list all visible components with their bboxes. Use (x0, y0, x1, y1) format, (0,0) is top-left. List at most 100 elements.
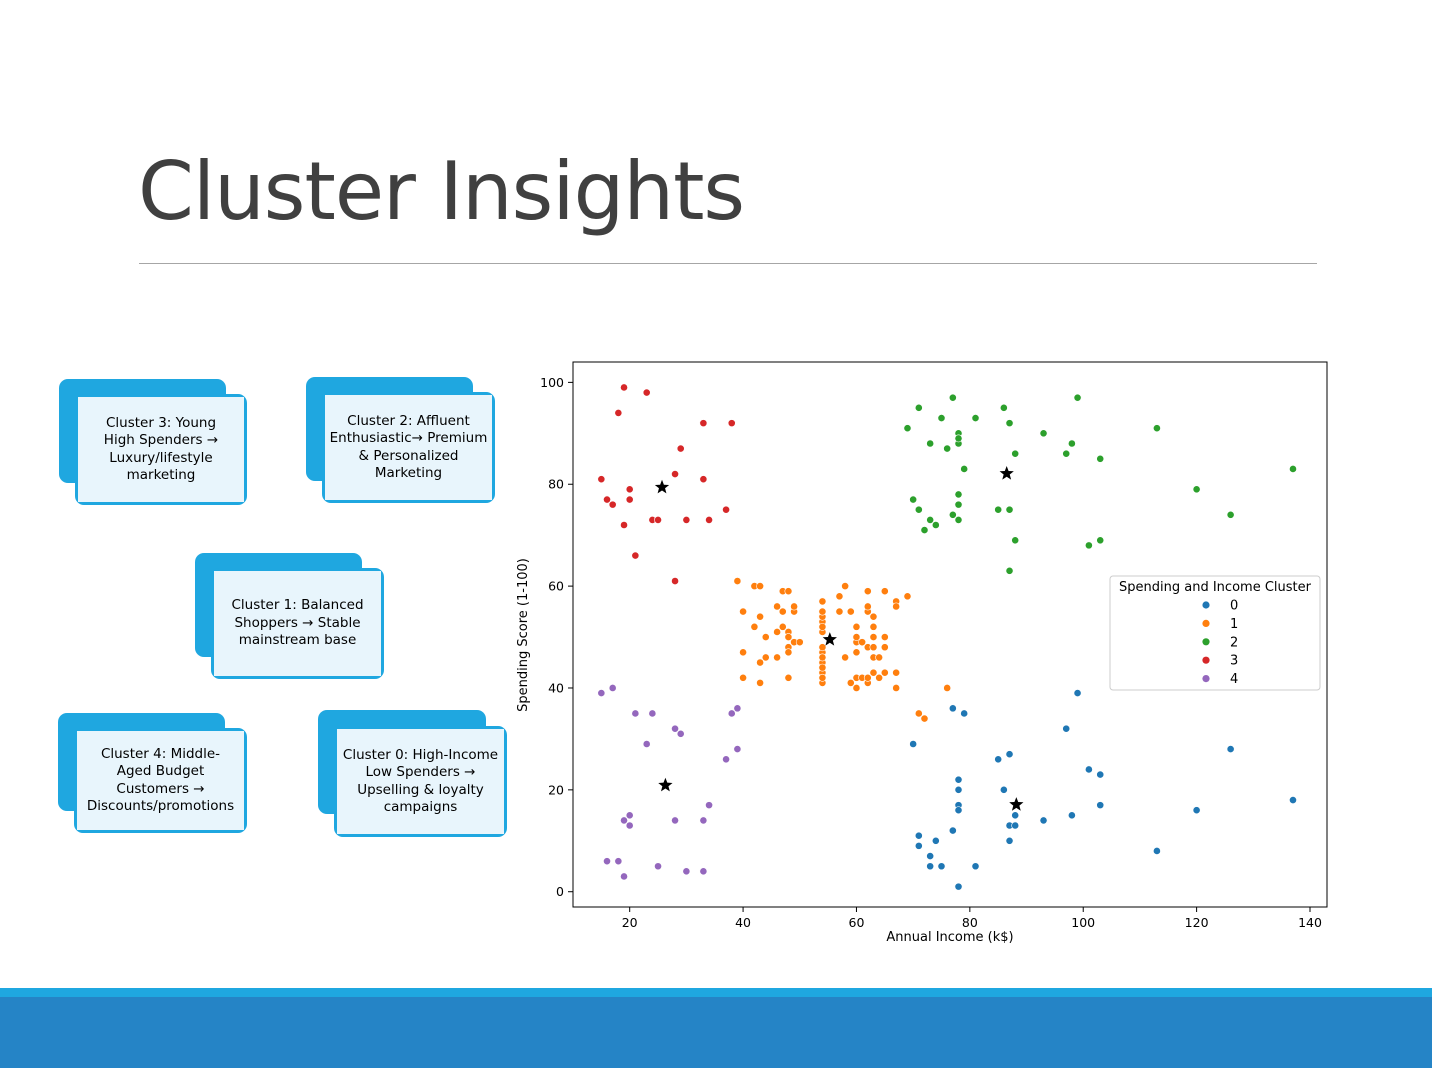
point-cluster-2 (937, 414, 946, 422)
point-cluster-2 (914, 403, 923, 412)
point-cluster-0 (926, 862, 935, 871)
point-cluster-1 (852, 684, 861, 692)
point-cluster-2 (954, 515, 963, 524)
point-cluster-0 (1062, 724, 1071, 733)
point-cluster-0 (999, 785, 1008, 794)
point-cluster-3 (699, 475, 708, 484)
point-cluster-0 (914, 831, 923, 840)
title-divider (139, 263, 1317, 264)
card-body: Cluster 0: High-Income Low Spenders → Up… (334, 726, 507, 837)
centroid-star-cluster-4 (658, 777, 673, 792)
y-tick-label: 40 (548, 680, 564, 695)
legend-label-0: 0 (1230, 599, 1238, 614)
point-cluster-1 (943, 684, 952, 692)
point-cluster-1 (852, 648, 861, 657)
point-cluster-1 (761, 653, 770, 662)
card-cluster-4: Cluster 4: Middle-Aged Budget Customers … (58, 713, 248, 834)
point-cluster-1 (790, 602, 798, 611)
point-cluster-2 (1067, 439, 1076, 448)
point-cluster-3 (597, 475, 606, 484)
point-cluster-2 (920, 526, 929, 534)
y-tick-label: 80 (548, 477, 564, 492)
point-cluster-4 (733, 704, 742, 713)
point-cluster-4 (722, 755, 730, 764)
point-cluster-2 (926, 515, 935, 524)
point-cluster-0 (931, 836, 940, 845)
point-cluster-2 (1011, 449, 1020, 458)
point-cluster-2 (1084, 541, 1093, 550)
point-cluster-1 (756, 658, 764, 667)
point-cluster-3 (671, 470, 679, 478)
point-cluster-2 (1005, 566, 1014, 575)
legend-title: Spending and Income Cluster (1119, 580, 1312, 595)
point-cluster-0 (954, 806, 963, 815)
point-cluster-1 (784, 633, 793, 641)
point-cluster-4 (671, 724, 679, 733)
point-cluster-2 (1062, 449, 1071, 458)
point-cluster-1 (761, 633, 770, 641)
point-cluster-4 (597, 689, 606, 697)
point-cluster-2 (943, 444, 952, 453)
data-points (597, 383, 1297, 891)
point-cluster-0 (1073, 689, 1082, 697)
legend-marker-2 (1202, 638, 1210, 646)
point-cluster-0 (909, 740, 918, 748)
point-cluster-1 (784, 673, 793, 682)
point-cluster-2 (1226, 510, 1235, 519)
point-cluster-1 (818, 607, 827, 616)
point-cluster-3 (727, 419, 736, 428)
point-cluster-3 (699, 419, 708, 428)
point-cluster-2 (1073, 393, 1082, 402)
legend-marker-0 (1202, 601, 1210, 609)
point-cluster-1 (818, 673, 827, 682)
x-tick-label: 40 (735, 915, 751, 930)
legend-box (1109, 575, 1321, 691)
point-cluster-2 (1192, 485, 1201, 494)
x-tick-label: 80 (962, 915, 978, 930)
x-tick-label: 20 (622, 915, 638, 930)
point-cluster-4 (603, 857, 611, 866)
legend-label-1: 1 (1230, 617, 1238, 632)
point-cluster-4 (608, 684, 617, 692)
point-cluster-4 (654, 862, 662, 871)
card-text: Cluster 0: High-Income Low Spenders → Up… (337, 729, 504, 834)
point-cluster-1 (841, 582, 850, 591)
point-cluster-4 (671, 816, 679, 825)
point-cluster-1 (756, 612, 764, 621)
point-cluster-1 (903, 592, 912, 601)
point-cluster-1 (846, 607, 855, 616)
point-cluster-1 (852, 622, 861, 631)
point-cluster-2 (914, 505, 923, 514)
card-cluster-3: Cluster 3: Young High Spenders → Luxury/… (59, 379, 249, 506)
point-cluster-1 (875, 673, 884, 682)
centroid-star-cluster-2 (999, 466, 1014, 480)
legend-label-2: 2 (1230, 635, 1238, 650)
point-cluster-1 (756, 678, 764, 687)
point-cluster-1 (892, 668, 901, 677)
point-cluster-0 (937, 862, 946, 871)
point-cluster-1 (852, 633, 861, 641)
point-cluster-2 (954, 434, 963, 443)
point-cluster-1 (869, 622, 878, 631)
point-cluster-4 (625, 811, 634, 820)
point-cluster-3 (631, 551, 640, 560)
point-cluster-2 (1096, 536, 1105, 545)
point-cluster-2 (1096, 454, 1105, 463)
point-cluster-1 (835, 592, 844, 601)
card-text: Cluster 4: Middle-Aged Budget Customers … (77, 731, 244, 830)
point-cluster-1 (818, 663, 827, 672)
point-cluster-1 (863, 673, 872, 682)
point-cluster-4 (705, 801, 713, 810)
point-cluster-4 (682, 867, 691, 876)
point-cluster-3 (620, 383, 628, 392)
card-text: Cluster 2: Affluent Enthusiastic→ Premiu… (325, 395, 492, 500)
point-cluster-1 (880, 587, 889, 596)
point-cluster-0 (954, 775, 963, 784)
point-cluster-2 (1039, 429, 1048, 438)
point-cluster-2 (931, 521, 940, 529)
point-cluster-1 (846, 678, 855, 687)
card-body: Cluster 2: Affluent Enthusiastic→ Premiu… (322, 392, 495, 503)
point-cluster-2 (948, 393, 957, 402)
point-cluster-1 (818, 622, 827, 631)
